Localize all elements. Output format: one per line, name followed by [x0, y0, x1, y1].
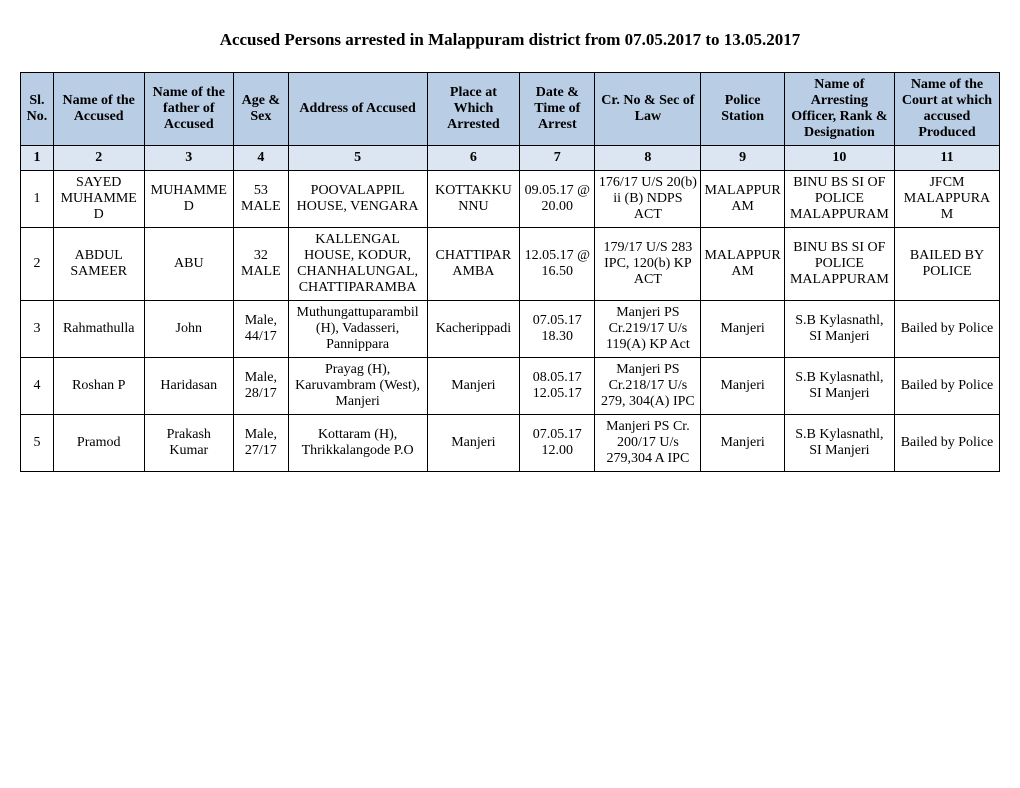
cell-court: Bailed by Police — [894, 415, 999, 472]
col-num: 8 — [595, 146, 701, 171]
cell-age: Male, 28/17 — [234, 358, 289, 415]
cell-sl: 5 — [21, 415, 54, 472]
cell-place: CHATTIPARAMBA — [427, 228, 520, 301]
col-num: 7 — [520, 146, 595, 171]
cell-ps: MALAPPURAM — [701, 171, 784, 228]
cell-date: 07.05.17 12.00 — [520, 415, 595, 472]
cell-crno: Manjeri PS Cr. 200/17 U/s 279,304 A IPC — [595, 415, 701, 472]
cell-sl: 4 — [21, 358, 54, 415]
cell-off: S.B Kylasnathl, SI Manjeri — [784, 415, 894, 472]
cell-off: S.B Kylasnathl, SI Manjeri — [784, 301, 894, 358]
cell-ps: MALAPPURAM — [701, 228, 784, 301]
table-header-row: Sl. No. Name of the Accused Name of the … — [21, 73, 1000, 146]
cell-off: BINU BS SI OF POLICE MALAPPURAM — [784, 228, 894, 301]
cell-name: Roshan P — [53, 358, 144, 415]
col-num: 10 — [784, 146, 894, 171]
cell-father: Haridasan — [144, 358, 234, 415]
cell-age: Male, 44/17 — [234, 301, 289, 358]
cell-name: SAYED MUHAMMED — [53, 171, 144, 228]
cell-father: Prakash Kumar — [144, 415, 234, 472]
table-number-row: 1 2 3 4 5 6 7 8 9 10 11 — [21, 146, 1000, 171]
cell-court: JFCM MALAPPURAM — [894, 171, 999, 228]
cell-date: 08.05.17 12.05.17 — [520, 358, 595, 415]
cell-date: 12.05.17 @ 16.50 — [520, 228, 595, 301]
cell-age: 53 MALE — [234, 171, 289, 228]
cell-name: Pramod — [53, 415, 144, 472]
cell-ps: Manjeri — [701, 415, 784, 472]
cell-court: Bailed by Police — [894, 358, 999, 415]
col-header-age: Age & Sex — [234, 73, 289, 146]
col-header-date: Date & Time of Arrest — [520, 73, 595, 146]
col-num: 11 — [894, 146, 999, 171]
cell-date: 09.05.17 @ 20.00 — [520, 171, 595, 228]
cell-sl: 2 — [21, 228, 54, 301]
cell-court: Bailed by Police — [894, 301, 999, 358]
cell-father: MUHAMMED — [144, 171, 234, 228]
col-num: 2 — [53, 146, 144, 171]
col-header-off: Name of Arresting Officer, Rank & Design… — [784, 73, 894, 146]
col-num: 4 — [234, 146, 289, 171]
cell-place: Kacherippadi — [427, 301, 520, 358]
col-num: 5 — [288, 146, 427, 171]
cell-court: BAILED BY POLICE — [894, 228, 999, 301]
cell-addr: Muthungattuparambil (H), Vadasseri, Pann… — [288, 301, 427, 358]
cell-name: ABDUL SAMEER — [53, 228, 144, 301]
col-num: 3 — [144, 146, 234, 171]
cell-crno: Manjeri PS Cr.218/17 U/s 279, 304(A) IPC — [595, 358, 701, 415]
col-num: 1 — [21, 146, 54, 171]
cell-age: Male, 27/17 — [234, 415, 289, 472]
cell-ps: Manjeri — [701, 358, 784, 415]
cell-sl: 3 — [21, 301, 54, 358]
cell-sl: 1 — [21, 171, 54, 228]
col-header-sl: Sl. No. — [21, 73, 54, 146]
cell-addr: Kottaram (H), Thrikkalangode P.O — [288, 415, 427, 472]
col-header-father: Name of the father of Accused — [144, 73, 234, 146]
table-row: 4 Roshan P Haridasan Male, 28/17 Prayag … — [21, 358, 1000, 415]
cell-father: John — [144, 301, 234, 358]
col-header-ps: Police Station — [701, 73, 784, 146]
table-row: 5 Pramod Prakash Kumar Male, 27/17 Kotta… — [21, 415, 1000, 472]
cell-off: BINU BS SI OF POLICE MALAPPURAM — [784, 171, 894, 228]
cell-ps: Manjeri — [701, 301, 784, 358]
cell-crno: 179/17 U/S 283 IPC, 120(b) KP ACT — [595, 228, 701, 301]
table-row: 1 SAYED MUHAMMED MUHAMMED 53 MALE POOVAL… — [21, 171, 1000, 228]
cell-crno: 176/17 U/S 20(b) ii (B) NDPS ACT — [595, 171, 701, 228]
table-row: 3 Rahmathulla John Male, 44/17 Muthungat… — [21, 301, 1000, 358]
table-body: 1 SAYED MUHAMMED MUHAMMED 53 MALE POOVAL… — [21, 171, 1000, 472]
cell-addr: Prayag (H), Karuvambram (West), Manjeri — [288, 358, 427, 415]
cell-place: Manjeri — [427, 415, 520, 472]
arrest-table: Sl. No. Name of the Accused Name of the … — [20, 72, 1000, 472]
cell-crno: Manjeri PS Cr.219/17 U/s 119(A) KP Act — [595, 301, 701, 358]
cell-date: 07.05.17 18.30 — [520, 301, 595, 358]
col-header-addr: Address of Accused — [288, 73, 427, 146]
cell-age: 32 MALE — [234, 228, 289, 301]
col-header-court: Name of the Court at which accused Produ… — [894, 73, 999, 146]
cell-father: ABU — [144, 228, 234, 301]
col-header-name: Name of the Accused — [53, 73, 144, 146]
col-num: 9 — [701, 146, 784, 171]
col-num: 6 — [427, 146, 520, 171]
cell-addr: POOVALAPPIL HOUSE, VENGARA — [288, 171, 427, 228]
cell-name: Rahmathulla — [53, 301, 144, 358]
cell-place: Manjeri — [427, 358, 520, 415]
table-row: 2 ABDUL SAMEER ABU 32 MALE KALLENGAL HOU… — [21, 228, 1000, 301]
cell-off: S.B Kylasnathl, SI Manjeri — [784, 358, 894, 415]
page-title: Accused Persons arrested in Malappuram d… — [20, 30, 1000, 50]
cell-addr: KALLENGAL HOUSE, KODUR, CHANHALUNGAL, CH… — [288, 228, 427, 301]
col-header-crno: Cr. No & Sec of Law — [595, 73, 701, 146]
col-header-place: Place at Which Arrested — [427, 73, 520, 146]
cell-place: KOTTAKKUNNU — [427, 171, 520, 228]
